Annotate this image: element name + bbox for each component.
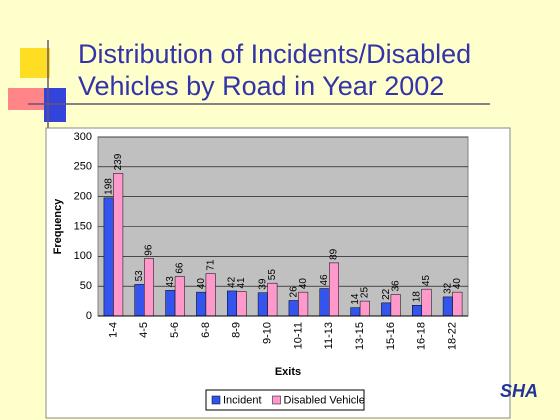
value-label: 26 [288,286,299,298]
legend-swatch [272,395,281,405]
bar [298,291,309,317]
bar [452,291,463,317]
deco-square [44,88,66,122]
logo: SHA [500,381,538,401]
value-label: 40 [196,278,207,290]
x-tick-label: 11-13 [323,322,335,349]
value-label: 40 [298,278,309,290]
title-line: Distribution of Incidents/Disabled [78,39,472,69]
y-axis-label: Frequency [52,198,64,255]
bar [288,300,299,317]
x-tick-label: 6-8 [200,322,212,338]
bar [227,290,237,317]
y-tick-label: 100 [74,250,92,262]
y-tick-label: 200 [74,191,92,203]
value-label: 25 [359,287,370,299]
bar [113,173,124,317]
value-label: 46 [319,274,330,286]
bar [205,273,216,317]
bar [319,288,330,317]
bar [421,288,432,317]
bar [165,290,176,317]
y-tick-label: 150 [74,220,92,232]
bar [390,294,401,317]
value-label: 66 [174,262,185,274]
y-tick-label: 0 [86,310,92,322]
value-label: 53 [134,270,145,282]
bar [103,197,114,317]
bar [267,282,278,317]
bar [442,296,453,317]
value-label: 239 [113,153,124,170]
value-label: 41 [236,277,247,289]
legend-label: Incident [223,394,262,406]
value-label: 36 [390,280,401,292]
deco-square [20,48,50,78]
value-label: 96 [144,244,155,256]
x-tick-label: 18-22 [446,322,458,350]
x-tick-label: 4-5 [138,322,150,338]
bar [144,258,154,317]
x-tick-label: 15-16 [385,322,397,350]
value-label: 89 [329,248,340,260]
value-label: 14 [350,293,361,305]
value-label: 22 [381,288,392,300]
value-label: 71 [205,259,216,271]
legend-swatch [211,395,221,405]
value-label: 39 [257,278,268,290]
value-label: 45 [421,275,432,287]
x-tick-label: 13-15 [354,322,366,350]
value-label: 32 [442,282,453,294]
bar [257,292,268,317]
bar [359,300,370,317]
x-tick-label: 9-10 [261,322,273,344]
title-line: Vehicles by Road in Year 2002 [78,71,445,101]
value-label: 43 [165,276,176,288]
x-axis-label: Exits [275,366,301,378]
x-tick-label: 1-4 [107,322,119,338]
bar [412,305,422,317]
bar [350,307,361,317]
bar [329,262,339,317]
bar [196,291,207,317]
y-tick-label: 250 [74,161,92,173]
legend-box [205,389,365,411]
value-label: 55 [267,269,278,281]
bar [134,284,145,317]
x-tick-label: 16-18 [416,322,428,350]
legend-label: Disabled Vehicle [284,394,365,406]
bar [381,302,392,317]
slide-title: Distribution of Incidents/Disabled Vehic… [78,38,471,102]
value-label: 198 [103,178,114,195]
x-tick-label: 10-11 [292,322,304,349]
x-tick-label: 5-6 [169,322,181,338]
value-label: 42 [227,276,238,288]
bar [236,291,247,317]
bar [174,276,185,317]
y-tick-label: 50 [80,280,92,292]
value-label: 40 [452,278,463,290]
value-label: 18 [412,291,423,303]
y-tick-label: 300 [74,131,92,143]
x-tick-label: 8-9 [231,322,243,338]
